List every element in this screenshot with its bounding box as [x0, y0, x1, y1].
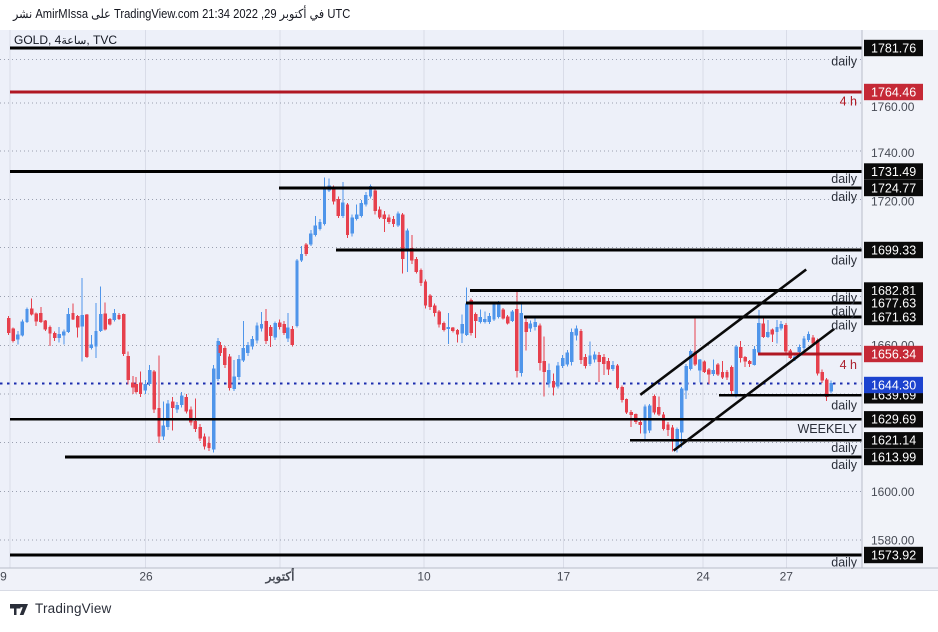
- svg-text:daily: daily: [831, 190, 857, 204]
- svg-text:daily: daily: [831, 555, 857, 569]
- svg-text:1760.00: 1760.00: [871, 100, 915, 114]
- svg-text:1682.81: 1682.81: [871, 284, 916, 298]
- svg-text:26: 26: [139, 570, 153, 584]
- svg-text:4 h: 4 h: [840, 358, 857, 372]
- svg-text:1671.63: 1671.63: [871, 310, 916, 324]
- svg-text:1764.46: 1764.46: [871, 85, 916, 99]
- svg-text:daily: daily: [831, 253, 857, 267]
- svg-text:1677.63: 1677.63: [871, 296, 916, 310]
- svg-text:1600.00: 1600.00: [871, 485, 915, 499]
- svg-text:1629.69: 1629.69: [871, 413, 916, 427]
- svg-text:daily: daily: [831, 398, 857, 412]
- svg-text:17: 17: [557, 570, 571, 584]
- svg-text:WEEKELY: WEEKELY: [797, 422, 857, 436]
- svg-text:daily: daily: [831, 54, 857, 68]
- svg-text:daily: daily: [831, 291, 857, 305]
- svg-text:1699.33: 1699.33: [871, 243, 916, 257]
- svg-text:10: 10: [417, 570, 431, 584]
- svg-text:1720.00: 1720.00: [871, 195, 915, 209]
- svg-text:1731.49: 1731.49: [871, 165, 916, 179]
- svg-text:daily: daily: [831, 441, 857, 455]
- svg-text:daily: daily: [831, 318, 857, 332]
- svg-text:1781.76: 1781.76: [871, 41, 916, 55]
- svg-text:1621.14: 1621.14: [871, 434, 916, 448]
- svg-text:24: 24: [696, 570, 710, 584]
- svg-text:1656.34: 1656.34: [871, 347, 916, 361]
- svg-text:27: 27: [780, 570, 794, 584]
- svg-text:أكتوبر: أكتوبر: [265, 569, 295, 585]
- svg-text:1613.99: 1613.99: [871, 450, 916, 464]
- svg-text:daily: daily: [831, 458, 857, 472]
- svg-text:daily: daily: [831, 172, 857, 186]
- svg-text:1644.30: 1644.30: [871, 378, 916, 392]
- svg-text:1724.77: 1724.77: [871, 181, 916, 195]
- svg-text:9: 9: [0, 570, 7, 584]
- svg-text:1573.92: 1573.92: [871, 548, 916, 562]
- svg-text:1580.00: 1580.00: [871, 534, 915, 548]
- svg-text:4 h: 4 h: [840, 94, 857, 108]
- svg-text:1740.00: 1740.00: [871, 146, 915, 160]
- svg-text:daily: daily: [831, 304, 857, 318]
